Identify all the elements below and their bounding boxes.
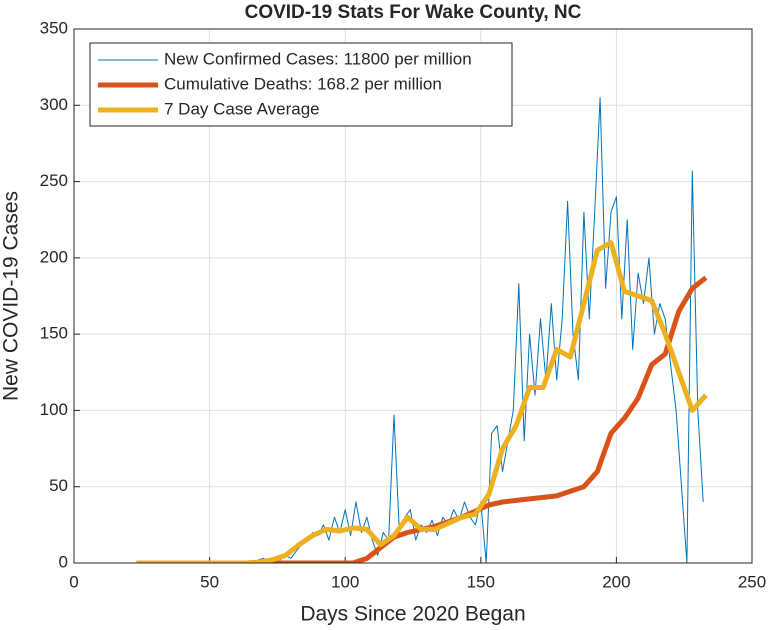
y-tick-label: 0 <box>59 552 68 571</box>
y-tick-label: 250 <box>40 171 68 190</box>
legend-label: 7 Day Case Average <box>164 99 320 118</box>
chart-title: COVID-19 Stats For Wake County, NC <box>245 2 582 23</box>
series-line <box>136 240 708 563</box>
x-axis-label: Days Since 2020 Began <box>300 603 525 626</box>
y-tick-label: 300 <box>40 95 68 114</box>
x-tick-label: 250 <box>738 572 766 591</box>
y-tick-label: 150 <box>40 324 68 343</box>
y-tick-label: 100 <box>40 400 68 419</box>
x-tick-label: 150 <box>467 572 495 591</box>
x-tick-label: 200 <box>602 572 630 591</box>
series-line <box>139 97 704 563</box>
legend-label: New Confirmed Cases: 11800 per million <box>164 49 472 68</box>
y-tick-label: 200 <box>40 247 68 266</box>
y-tick-label: 350 <box>40 18 68 37</box>
legend-box <box>89 42 513 127</box>
x-tick-label: 0 <box>69 572 78 591</box>
x-tick-label: 100 <box>331 572 359 591</box>
x-tick-label: 50 <box>200 572 219 591</box>
y-tick-label: 50 <box>49 476 68 495</box>
y-axis-label: New COVID-19 Cases <box>0 191 23 401</box>
legend-label: Cumulative Deaths: 168.2 per million <box>164 74 442 93</box>
axes-box <box>73 28 753 564</box>
